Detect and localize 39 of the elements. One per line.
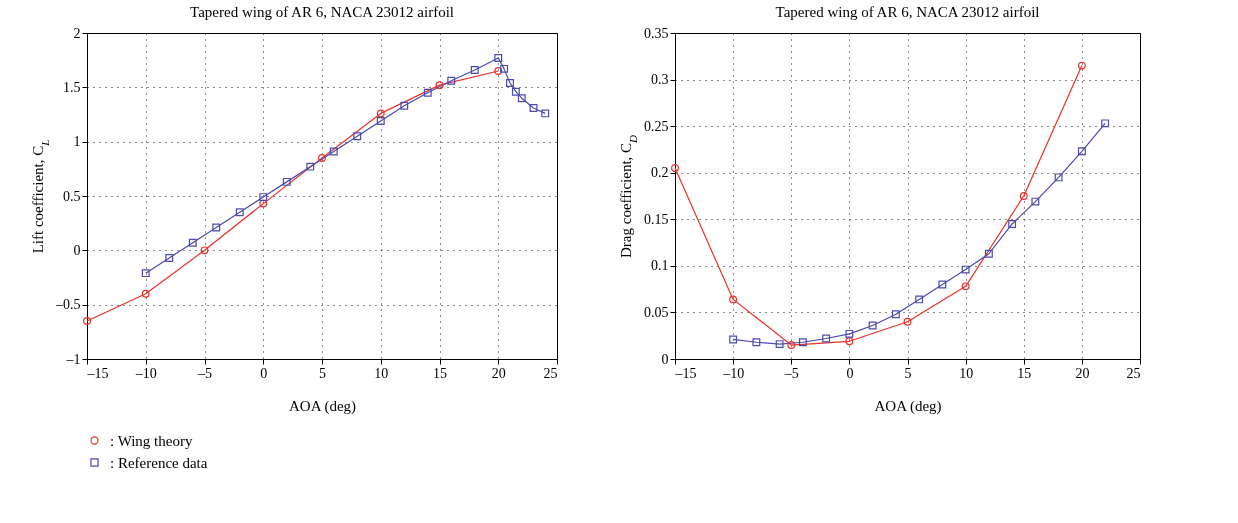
x-tick-label: 0 [846, 365, 854, 381]
x-tick-label: –10 [722, 365, 745, 381]
x-tick-label: 25 [1126, 365, 1141, 381]
x-tick-label: 15 [1017, 365, 1032, 381]
chart-title: Tapered wing of AR 6, NACA 23012 airfoil [190, 4, 454, 20]
legend-label: : Reference data [110, 454, 208, 471]
y-tick-label: 0.2 [651, 165, 669, 181]
y-tick-label: 0.5 [63, 188, 81, 204]
y-tick-label: 2 [73, 25, 81, 41]
y-tick-label: 0 [73, 242, 81, 258]
chart-title: Tapered wing of AR 6, NACA 23012 airfoil [775, 4, 1040, 20]
x-tick-label: –5 [197, 365, 212, 381]
x-tick-label: 10 [374, 365, 389, 381]
y-tick-label: 0.25 [644, 118, 669, 134]
y-tick-label: 1.5 [63, 79, 81, 95]
x-tick-label: 20 [1075, 365, 1090, 381]
x-tick-label: 15 [433, 365, 447, 381]
x-tick-label: 10 [959, 365, 974, 381]
x-tick-label: 20 [491, 365, 506, 381]
y-tick-label: 0.35 [644, 25, 669, 41]
y-tick-label: 1 [73, 134, 81, 150]
x-tick-label: 5 [319, 365, 326, 381]
y-tick-label: –1 [65, 351, 81, 367]
y-tick-label: –0.5 [55, 297, 81, 313]
x-tick-label: 25 [543, 365, 558, 381]
y-tick-label: 0.3 [651, 72, 669, 88]
y-tick-label: 0.1 [651, 258, 669, 274]
x-tick-label: –15 [86, 365, 109, 381]
x-tick-label: –5 [783, 365, 799, 381]
legend-label: : Wing theory [110, 432, 193, 449]
x-axis-title: AOA (deg) [874, 397, 942, 415]
x-axis-title: AOA (deg) [288, 397, 357, 415]
x-tick-label: 5 [904, 365, 912, 381]
x-tick-label: –10 [134, 365, 157, 381]
x-tick-label: –15 [674, 365, 697, 381]
y-tick-label: 0.05 [644, 304, 669, 320]
x-tick-label: 0 [260, 365, 268, 381]
y-tick-label: 0 [661, 351, 669, 367]
y-tick-label: 0.15 [644, 211, 669, 227]
